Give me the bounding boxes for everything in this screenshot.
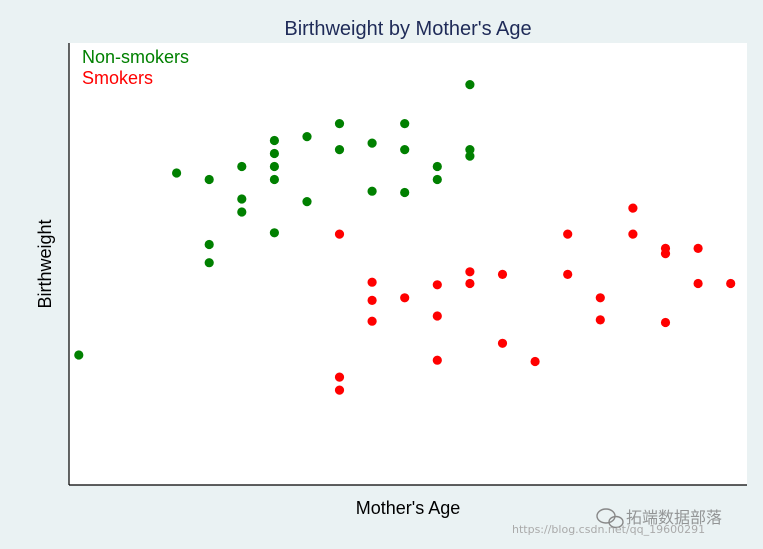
point-smokers-20 — [628, 229, 638, 239]
plot-area — [69, 43, 747, 485]
point-smokers-11 — [465, 278, 475, 289]
point-smokers-10 — [465, 267, 475, 277]
point-smokers-15 — [563, 229, 573, 239]
point-smokers-6 — [400, 293, 410, 303]
point-non-smokers-14 — [302, 197, 312, 207]
point-non-smokers-19 — [400, 119, 410, 129]
point-non-smokers-16 — [334, 145, 345, 155]
point-smokers-16 — [563, 269, 573, 279]
point-smokers-8 — [432, 311, 442, 321]
point-smokers-24 — [693, 243, 703, 253]
legend-item-smokers: Smokers — [82, 68, 153, 88]
y-axis-label: Birthweight — [35, 219, 55, 308]
point-non-smokers-5 — [237, 161, 247, 172]
point-smokers-19 — [628, 203, 638, 213]
point-smokers-4 — [367, 295, 377, 305]
point-non-smokers-4 — [204, 258, 214, 268]
point-non-smokers-23 — [432, 174, 442, 185]
point-non-smokers-26 — [465, 151, 475, 161]
watermark-text: 拓端数据部落 — [626, 508, 722, 527]
point-non-smokers-15 — [334, 119, 345, 129]
points-layer — [74, 80, 736, 395]
point-non-smokers-11 — [269, 174, 279, 185]
point-non-smokers-24 — [465, 80, 475, 90]
point-non-smokers-10 — [269, 161, 279, 172]
point-smokers-23 — [660, 317, 671, 328]
point-smokers-26 — [726, 278, 736, 289]
point-non-smokers-12 — [269, 228, 279, 238]
chat-bubble-icon — [596, 508, 624, 529]
point-smokers-5 — [367, 316, 377, 326]
point-non-smokers-25 — [465, 145, 475, 155]
point-smokers-1 — [334, 372, 345, 382]
point-non-smokers-9 — [269, 148, 279, 159]
point-smokers-13 — [497, 338, 508, 348]
point-non-smokers-8 — [269, 135, 279, 146]
watermark: 拓端数据部落 https://blog.csdn.net/qq_19600291 — [512, 508, 722, 536]
point-smokers-2 — [334, 385, 345, 395]
legend-item-non-smokers: Non-smokers — [82, 47, 189, 67]
point-smokers-17 — [595, 293, 605, 303]
point-non-smokers-18 — [367, 186, 377, 196]
point-smokers-25 — [693, 278, 703, 289]
point-smokers-9 — [432, 355, 442, 365]
point-smokers-12 — [497, 269, 508, 279]
watermark-url: https://blog.csdn.net/qq_19600291 — [512, 523, 705, 536]
point-non-smokers-1 — [172, 168, 182, 178]
point-non-smokers-7 — [237, 207, 247, 217]
point-non-smokers-2 — [204, 174, 214, 185]
point-non-smokers-17 — [367, 138, 377, 148]
x-axis-label: Mother's Age — [356, 498, 461, 518]
point-non-smokers-21 — [400, 187, 410, 198]
point-non-smokers-0 — [74, 350, 84, 360]
legend: Non-smokers Smokers — [82, 47, 189, 88]
point-non-smokers-22 — [432, 161, 442, 172]
point-smokers-14 — [530, 356, 540, 367]
point-non-smokers-3 — [204, 239, 214, 250]
point-non-smokers-20 — [400, 145, 410, 155]
chart-title: Birthweight by Mother's Age — [284, 18, 531, 40]
point-smokers-3 — [367, 277, 377, 287]
point-smokers-7 — [432, 280, 442, 290]
point-smokers-22 — [660, 249, 671, 259]
point-non-smokers-13 — [302, 132, 312, 142]
point-smokers-18 — [595, 315, 605, 325]
point-non-smokers-6 — [237, 194, 247, 204]
point-smokers-0 — [334, 229, 345, 239]
